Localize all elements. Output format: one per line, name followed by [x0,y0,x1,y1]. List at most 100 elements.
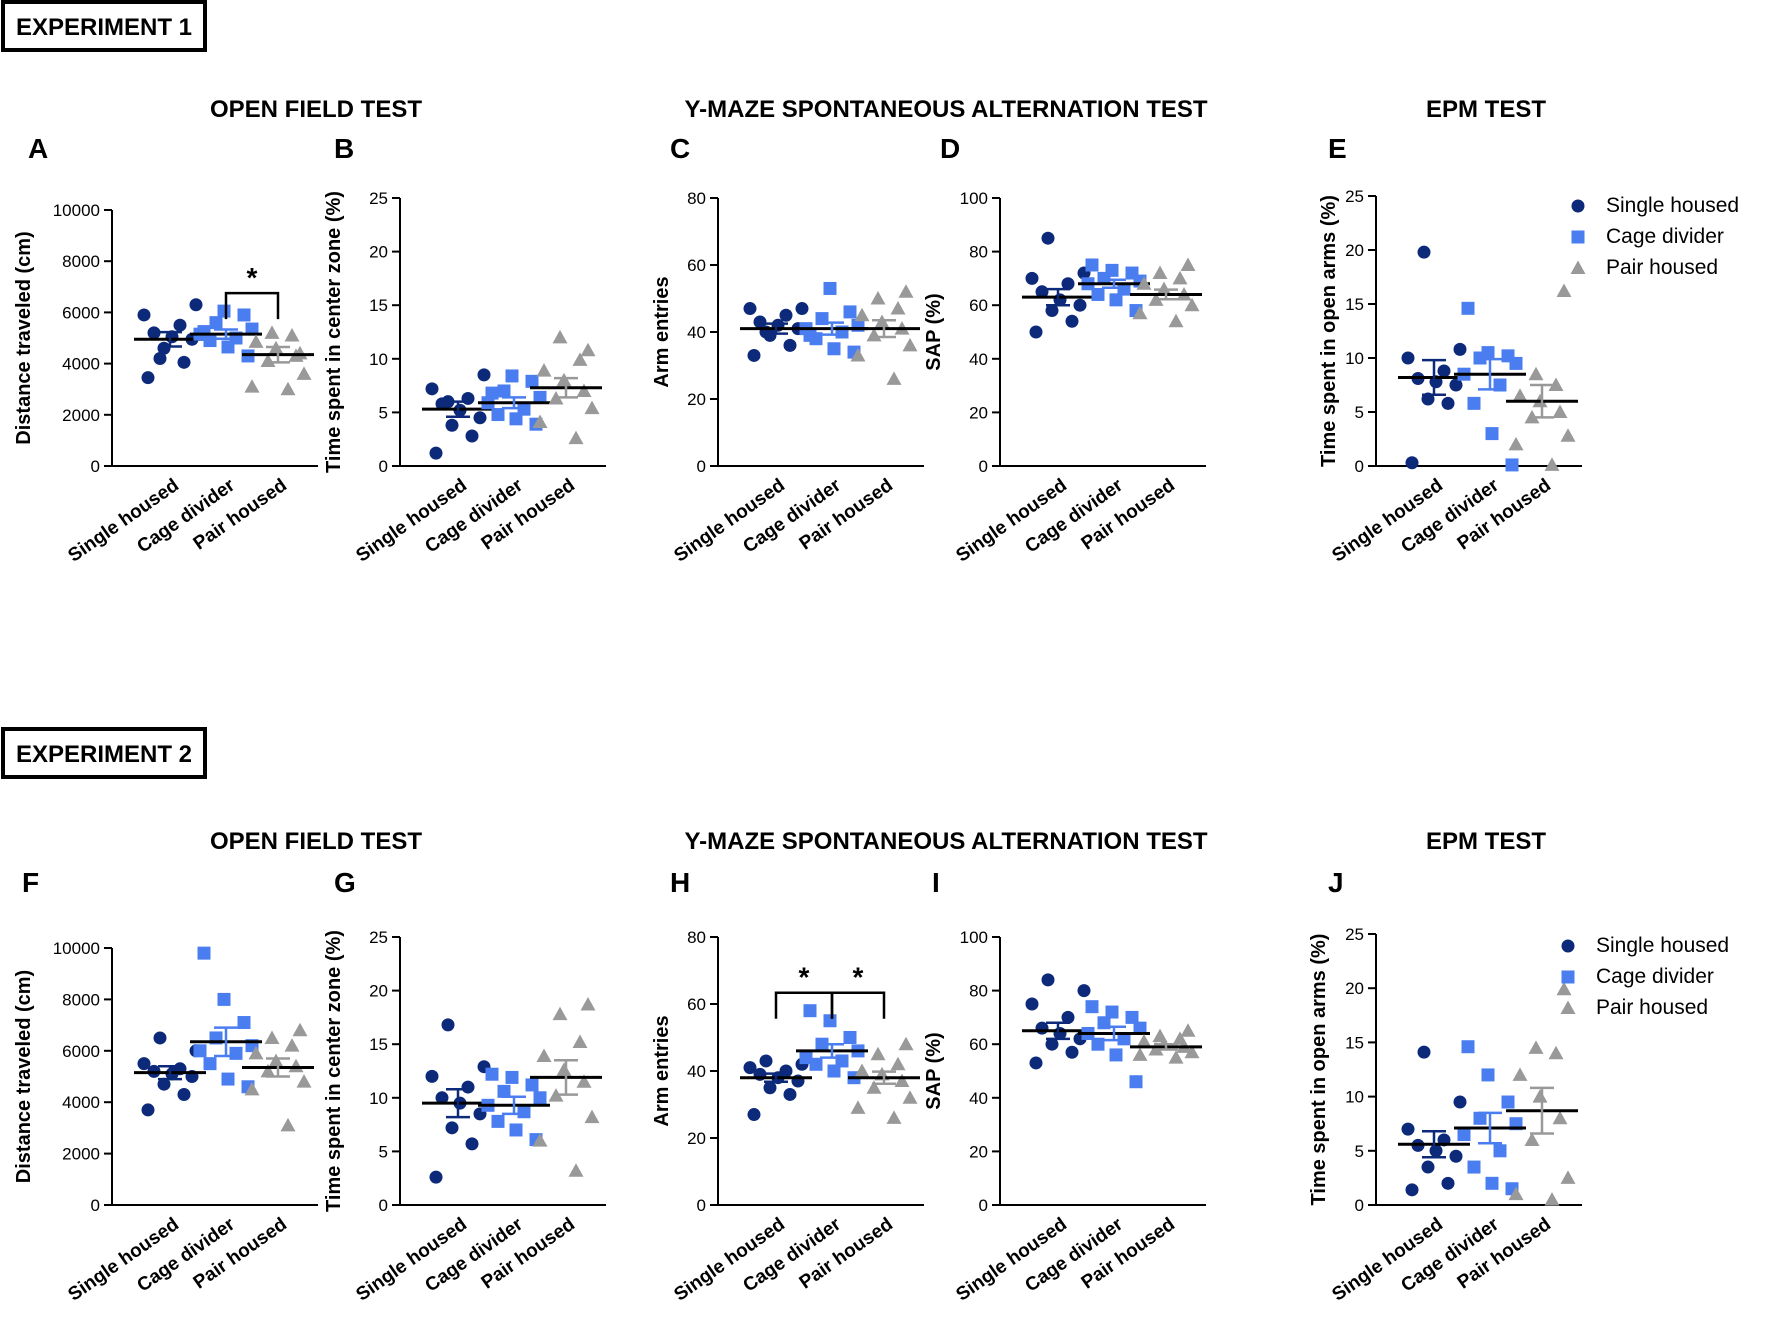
data-point [1065,314,1079,328]
y-tick-label: 15 [369,296,388,315]
legend-marker [1570,260,1586,274]
data-point [1421,1160,1435,1174]
data-point [533,390,547,404]
data-point [576,383,592,397]
experiment-2-label: EXPERIMENT 2 [16,741,192,768]
y-tick-label: 0 [1355,1196,1364,1215]
data-point [1461,301,1475,315]
data-point [850,347,866,362]
data-point [229,1046,243,1060]
y-tick-label: 80 [969,243,988,262]
legend-label: Single housed [1606,194,1739,217]
data-point [753,315,767,329]
y-tick-label: 80 [687,189,706,208]
y-tick-label: 10000 [53,201,100,220]
data-point [572,352,588,366]
data-point [497,1084,511,1098]
y-tick-label: 0 [91,1196,100,1215]
data-point [264,325,280,339]
data-point [244,379,260,393]
y-tick-label: 20 [687,390,706,409]
panel-letter: F [22,867,39,898]
y-axis-label: Time spent in center zone (%) [323,930,345,1212]
data-point [1065,1045,1079,1059]
y-tick-label: 0 [979,1196,988,1215]
y-tick-label: 20 [369,982,388,1001]
data-point [284,327,300,342]
y-tick-label: 40 [969,1089,988,1108]
data-point [137,1057,151,1071]
data-point [509,1123,523,1137]
y-tick-label: 15 [1345,1033,1364,1052]
data-point [505,1070,519,1084]
data-point [1467,396,1481,410]
panel-letter: D [940,133,960,164]
panel-letter: E [1328,133,1347,164]
data-point [1132,305,1148,320]
data-point [902,337,918,352]
data-point [763,1081,777,1095]
data-point [497,384,511,398]
data-point [1152,1028,1168,1043]
data-point [1441,1176,1455,1190]
y-tick-label: 5 [379,403,388,422]
data-point [1401,351,1415,365]
y-tick-label: 8000 [62,252,100,271]
data-point [1184,297,1200,312]
data-point [1125,1010,1139,1024]
y-axis-label: Time spent in open arms (%) [1308,934,1330,1206]
significance-bracket [224,291,280,320]
data-point [177,355,191,369]
data-point [1061,1010,1075,1024]
panel-letter: J [1328,867,1344,898]
section-title-open-field-1: OPEN FIELD TEST [210,96,422,123]
y-tick-label: 15 [1345,295,1364,314]
data-point [898,284,914,298]
y-tick-label: 0 [91,457,100,476]
data-point [1172,1031,1188,1045]
data-point [1172,270,1188,285]
data-point [799,1051,813,1065]
data-point [1528,1040,1544,1054]
y-tick-label: 10 [1345,349,1364,368]
data-point [461,391,475,405]
data-point [1512,1067,1528,1081]
y-axis-label: SAP (%) [923,293,945,370]
data-point [245,322,259,336]
y-tick-label: 10000 [53,939,100,958]
data-point [759,1054,773,1068]
data-point [890,301,906,315]
data-point [1136,1034,1152,1048]
section-title-open-field-2: OPEN FIELD TEST [210,828,422,855]
data-point [248,334,264,348]
data-point [473,411,487,425]
data-point [1481,346,1495,360]
y-tick-label: 60 [969,296,988,315]
data-point [1437,364,1451,378]
data-point [779,1064,793,1078]
data-point [280,381,296,396]
data-point [1405,1183,1419,1197]
data-point [1501,1095,1515,1109]
data-point [491,1114,505,1128]
data-point [1077,984,1091,998]
data-point [141,1103,155,1117]
data-point [137,308,151,322]
panel-letter: A [28,133,48,164]
legend-label: Single housed [1596,934,1729,957]
y-tick-label: 100 [960,189,988,208]
data-point [827,342,841,356]
y-tick-label: 10 [1345,1088,1364,1107]
y-tick-label: 60 [969,1035,988,1054]
data-point [803,1004,817,1018]
experiment-1-label: EXPERIMENT 1 [16,14,192,41]
legend-2: Single housed Cage divider Pair housed [1560,934,1729,1019]
legend-label: Cage divider [1606,225,1724,248]
data-point [890,1056,906,1071]
legend-1: Single housed Cage divider Pair housed [1570,194,1739,279]
data-point [209,316,223,330]
y-tick-label: 6000 [62,303,100,322]
section-title-ymaze-2: Y-MAZE SPONTANEOUS ALTERNATION TEST [684,828,1207,855]
